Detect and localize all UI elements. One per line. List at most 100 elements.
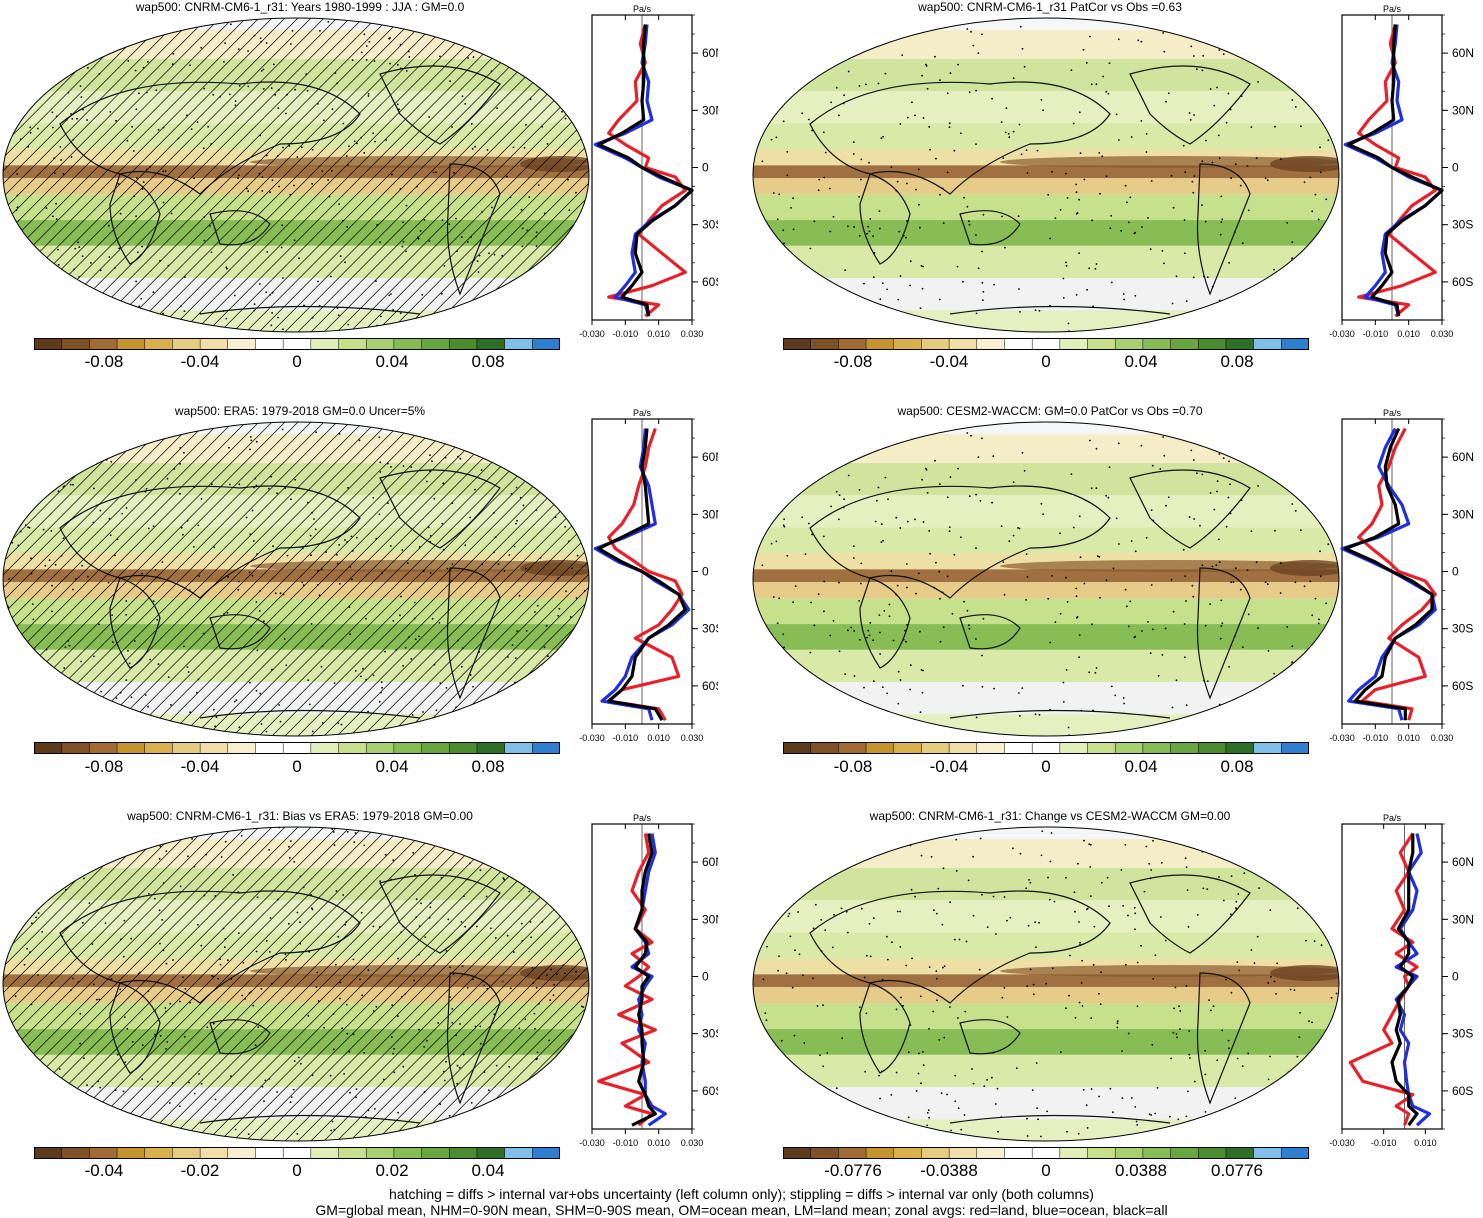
stipple-dot — [281, 428, 284, 431]
stipple-dot — [555, 325, 557, 328]
stipple-dot — [417, 953, 420, 956]
stipple-dot — [993, 283, 995, 286]
stipple-dot — [387, 502, 389, 504]
hatch-line — [3, 422, 173, 736]
stipple-dot — [363, 1051, 366, 1054]
stipple-dot — [198, 575, 201, 577]
stipple-dot — [1204, 220, 1207, 223]
stipple-dot — [884, 72, 887, 75]
stipple-dot — [318, 304, 321, 307]
stipple-dot — [1133, 636, 1136, 639]
stipple-dot — [977, 456, 980, 458]
stipple-dot — [767, 70, 770, 72]
stipple-dot — [1290, 871, 1293, 874]
stipple-dot — [958, 938, 961, 941]
hatch-line — [163, 827, 485, 1141]
stipple-dot — [1274, 125, 1276, 128]
stipple-dot — [917, 434, 920, 437]
stipple-dot — [110, 460, 113, 463]
zonal-y-tick-label: 0 — [702, 970, 709, 984]
itcz-band — [250, 560, 589, 572]
hatch-line — [358, 18, 589, 332]
stipple-dot — [495, 1064, 498, 1067]
stipple-dot — [532, 46, 534, 49]
stipple-dot — [413, 617, 416, 620]
stipple-dot — [861, 423, 864, 425]
stipple-dot — [992, 895, 995, 898]
stipple-dot — [801, 516, 804, 519]
stipple-dot — [430, 420, 432, 422]
stipple-dot — [53, 172, 56, 175]
stipple-dot — [1297, 84, 1299, 87]
stipple-dot — [44, 296, 47, 299]
colorbar-swatch — [838, 742, 867, 754]
stipple-dot — [869, 622, 872, 624]
zonal-series-all — [597, 24, 694, 317]
stipple-dot — [310, 907, 313, 909]
map-field-band — [753, 91, 1339, 124]
stipple-dot — [1319, 171, 1322, 174]
stipple-dot — [1092, 305, 1094, 308]
stipple-dot — [390, 1036, 393, 1038]
stipple-dot — [237, 580, 240, 583]
stipple-dot — [429, 534, 432, 537]
stipple-dot — [230, 23, 232, 26]
stipple-dot — [970, 434, 972, 437]
colorbar-swatch — [865, 338, 895, 350]
map-field-band — [753, 932, 1339, 959]
stipple-dot — [962, 684, 964, 687]
stipple-dot — [1065, 669, 1068, 671]
stipple-dot — [1127, 625, 1130, 628]
stipple-dot — [252, 540, 255, 542]
stipple-dot — [1124, 184, 1127, 187]
stipple-dot — [972, 44, 975, 47]
stipple-dot — [439, 1103, 442, 1106]
colorbar-swatch — [1198, 1147, 1227, 1159]
hatch-line — [3, 18, 251, 332]
stipple-dot — [872, 680, 875, 683]
stipple-dot — [68, 70, 71, 73]
hatch-line — [85, 827, 407, 1141]
stipple-dot — [379, 461, 382, 464]
stipple-dot — [860, 562, 863, 565]
stipple-dot — [1002, 561, 1005, 563]
map-field-band — [753, 974, 1339, 988]
stipple-dot — [512, 146, 515, 149]
stipple-dot — [88, 902, 91, 905]
stipple-dot — [1319, 550, 1321, 553]
stipple-dot — [479, 1025, 482, 1028]
stipple-dot — [426, 1039, 428, 1042]
stipple-dot — [41, 931, 44, 933]
stipple-dot — [1171, 706, 1174, 709]
stipple-dot — [1216, 490, 1218, 493]
stipple-dot — [1065, 265, 1068, 267]
stipple-dot — [557, 577, 560, 580]
stipple-dot — [45, 207, 48, 210]
stipple-dot — [761, 564, 764, 567]
stipple-dot — [442, 549, 445, 551]
map-field-band — [753, 649, 1339, 683]
stipple-dot — [833, 913, 835, 916]
stipple-dot — [972, 914, 975, 917]
map-border — [752, 17, 1340, 333]
stipple-dot — [1230, 875, 1233, 877]
stipple-dot — [1036, 149, 1039, 152]
stipple-dot — [1273, 980, 1276, 983]
stipple-dot — [780, 1121, 783, 1123]
stipple-dot — [36, 1059, 39, 1062]
stipple-dot — [915, 1090, 918, 1092]
hatch-line — [3, 18, 238, 332]
stipple-dot — [1049, 860, 1052, 863]
stipple-dot — [166, 1041, 169, 1043]
stipple-dot — [367, 95, 370, 97]
stipple-dot — [543, 646, 546, 649]
stipple-dot — [122, 828, 124, 830]
stipple-dot — [811, 68, 813, 71]
stipple-dot — [337, 935, 340, 938]
stipple-dot — [351, 59, 354, 62]
stipple-dot — [321, 170, 324, 173]
stipple-dot — [193, 546, 195, 548]
south-america-outline — [446, 163, 501, 296]
stipple-dot — [565, 590, 567, 593]
stipple-dot — [968, 91, 971, 94]
